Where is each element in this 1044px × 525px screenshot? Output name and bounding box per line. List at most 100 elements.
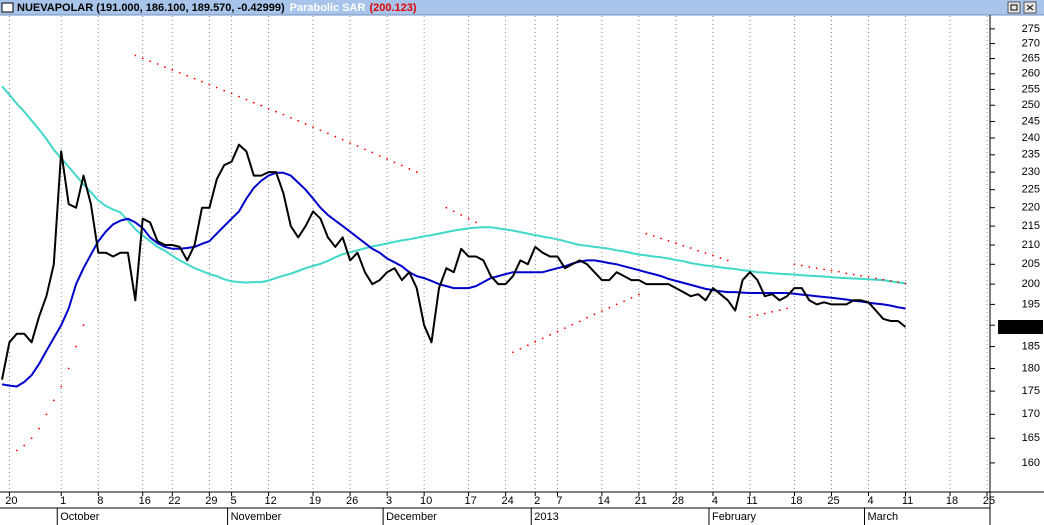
- sar-dot: [467, 217, 470, 220]
- x-tick-label: 24: [501, 495, 513, 507]
- sar-dot: [875, 277, 877, 280]
- sar-dot: [823, 268, 825, 271]
- series-line: [1, 171, 906, 388]
- sar-dot: [512, 351, 514, 354]
- x-tick-label: 25: [983, 495, 995, 507]
- x-tick-label: 4: [867, 495, 873, 507]
- sar-dot: [756, 314, 759, 317]
- sar-dot: [82, 324, 85, 327]
- sar-dot: [164, 66, 166, 68]
- x-tick-label: 11: [902, 495, 913, 507]
- header-bar: [0, 0, 1044, 15]
- sar-dot: [415, 171, 418, 173]
- sar-dot: [645, 232, 648, 235]
- sar-dot: [289, 116, 292, 119]
- sar-dot: [719, 257, 722, 259]
- sar-dot: [763, 312, 766, 315]
- sar-dot: [223, 89, 226, 92]
- x-tick-label: 28: [672, 495, 684, 507]
- x-tick-label: 2: [534, 495, 540, 507]
- sar-dot: [652, 234, 655, 237]
- y-tick-label: 175: [1022, 385, 1040, 397]
- x-tick-label: 21: [635, 495, 647, 507]
- sar-dot: [541, 337, 544, 340]
- sar-dot: [134, 54, 137, 57]
- month-label: 2013: [534, 511, 558, 523]
- month-label: December: [386, 511, 437, 523]
- restore-icon: [1010, 4, 1018, 11]
- y-tick-label: 260: [1022, 68, 1040, 80]
- sar-dot: [808, 266, 811, 268]
- window-icon[interactable]: [1, 2, 14, 13]
- x-tick-label: 11: [746, 495, 757, 507]
- last-value-box: [998, 320, 1043, 335]
- sar-dot: [586, 316, 588, 319]
- sar-dot: [60, 385, 63, 388]
- x-tick-label: 19: [309, 495, 321, 507]
- sar-dot: [341, 138, 344, 141]
- sar-dot: [267, 107, 270, 110]
- sar-dot: [778, 309, 781, 312]
- y-tick-label: 165: [1022, 432, 1040, 444]
- y-tick-label: 275: [1022, 23, 1040, 35]
- sar-dot: [689, 247, 692, 249]
- month-label: February: [712, 511, 757, 523]
- series-line: [1, 85, 906, 285]
- x-tick-label: 1: [60, 495, 66, 507]
- y-tick-label: 240: [1022, 132, 1040, 144]
- sar-dot: [445, 206, 448, 209]
- month-label: March: [868, 511, 899, 523]
- sar-dot: [475, 221, 477, 224]
- sar-dot: [393, 161, 396, 164]
- y-tick-label: 205: [1022, 258, 1040, 270]
- sar-dot: [556, 330, 559, 333]
- sar-dot: [608, 306, 611, 309]
- sar-dot: [52, 399, 55, 402]
- y-tick-label: 245: [1022, 115, 1040, 127]
- y-tick-label: 200: [1022, 278, 1040, 290]
- restore-button[interactable]: [1007, 1, 1021, 14]
- x-tick-label: 5: [231, 495, 237, 507]
- sar-dot: [67, 367, 70, 370]
- sar-dot: [186, 74, 189, 77]
- x-tick-label: 16: [139, 495, 151, 507]
- x-tick-label: 8: [97, 495, 103, 507]
- y-tick-label: 220: [1022, 202, 1040, 214]
- sar-dot: [401, 164, 403, 167]
- sar-dot: [230, 92, 233, 95]
- sar-dot: [526, 344, 529, 347]
- sar-dot: [749, 315, 751, 318]
- sar-dot: [349, 142, 351, 144]
- sar-dot: [45, 413, 48, 416]
- month-label: November: [231, 511, 282, 523]
- sar-dot: [660, 237, 663, 240]
- sar-dot: [260, 104, 263, 107]
- sar-dot: [215, 86, 218, 89]
- sar-dot: [667, 239, 670, 242]
- sar-dot: [786, 307, 788, 310]
- sar-dot: [408, 168, 411, 170]
- sar-dot: [371, 151, 374, 154]
- sar-dot: [867, 276, 870, 278]
- sar-dot: [593, 313, 596, 316]
- sar-dot: [208, 83, 211, 86]
- x-tick-label: 3: [386, 495, 392, 507]
- sar-dot: [275, 110, 277, 113]
- y-tick-label: 210: [1022, 239, 1040, 251]
- sar-dot: [793, 263, 796, 266]
- header-title: NUEVAPOLAR (191.000, 186.100, 189.570, -…: [17, 2, 417, 14]
- sar-dot: [297, 119, 300, 122]
- y-tick-label: 180: [1022, 362, 1040, 374]
- sar-dot: [578, 320, 581, 323]
- sar-dot: [638, 293, 640, 296]
- sar-dot: [75, 345, 77, 348]
- last-value-label: 189.570: [1000, 321, 1040, 333]
- sar-dot: [615, 303, 618, 306]
- x-tick-label: 18: [946, 495, 958, 507]
- sar-dot: [363, 148, 366, 151]
- series-line: [1, 143, 907, 380]
- sar-dot: [452, 210, 455, 213]
- sar-dot: [697, 249, 700, 252]
- sar-dot: [726, 259, 729, 262]
- indicator-value: (200.123): [369, 2, 416, 14]
